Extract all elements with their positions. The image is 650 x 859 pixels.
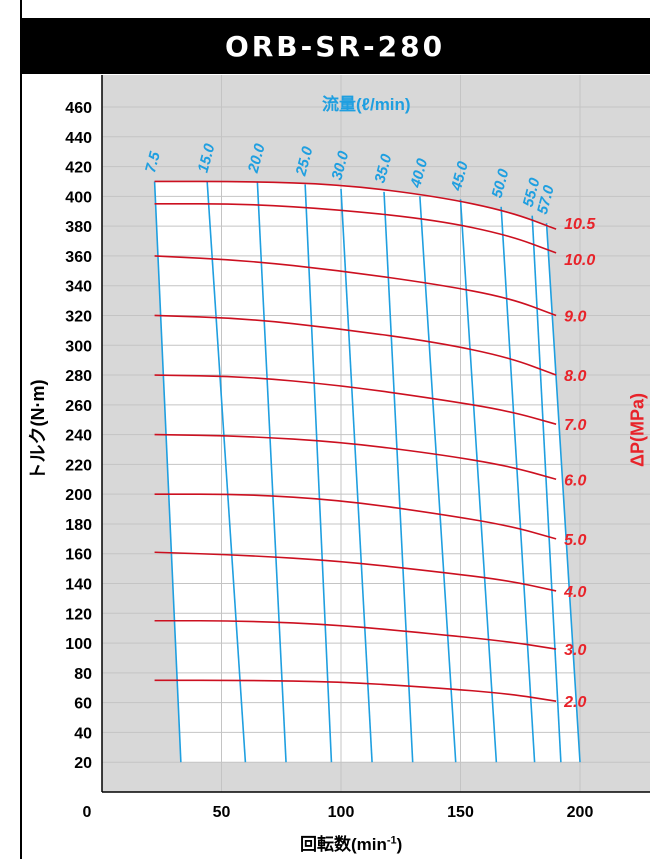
pressure-line — [154, 374, 557, 425]
pressure-line — [154, 619, 557, 650]
y-axis-label: トルク(N·m) — [28, 379, 48, 481]
y-tick-label: 320 — [65, 308, 92, 325]
flow-axis-label: 流量(ℓ/min) — [322, 95, 411, 114]
pressure-line — [154, 314, 557, 376]
pressure-label: 10.5 — [564, 216, 596, 233]
pressure-label: 4.0 — [563, 584, 586, 601]
operating-region — [154, 181, 580, 763]
y-tick-label: 280 — [65, 368, 92, 385]
pressure-label: 10.0 — [564, 252, 595, 269]
chart-title: ORB-SR-280 — [20, 18, 650, 74]
x-axis-label-text: 回転数(min — [300, 835, 387, 854]
pressure-axis-label: ΔP(MPa) — [627, 393, 648, 467]
y-tick-label: 140 — [65, 577, 92, 594]
y-tick-label: 200 — [65, 487, 92, 504]
x-tick-label: 100 — [328, 804, 355, 821]
chart-frame — [20, 0, 650, 859]
x-axis-label: 回転数(min-1) — [300, 830, 402, 855]
y-tick-label: 340 — [65, 279, 92, 296]
x-tick-label: 150 — [447, 804, 474, 821]
y-tick-label: 300 — [65, 338, 92, 355]
y-tick-label: 380 — [65, 219, 92, 236]
pressure-line — [154, 255, 557, 317]
y-tick-label: 460 — [65, 100, 92, 117]
y-tick-label: 160 — [65, 547, 92, 564]
pressure-line — [154, 433, 557, 481]
y-tick-label: 120 — [65, 606, 92, 623]
y-tick-label: 400 — [65, 189, 92, 206]
pressure-label: 7.0 — [564, 417, 586, 434]
flow-line — [383, 191, 414, 763]
y-tick-label: 260 — [65, 398, 92, 415]
flow-line — [256, 181, 287, 763]
y-tick-label: 40 — [74, 725, 92, 742]
pressure-line — [154, 493, 557, 540]
y-tick-label: 420 — [65, 160, 92, 177]
x-tick-label: 0 — [83, 804, 92, 821]
flow-line — [459, 199, 498, 763]
y-tick-label: 180 — [65, 517, 92, 534]
pressure-line — [154, 202, 557, 254]
pressure-label: 9.0 — [564, 308, 586, 325]
pressure-label: 8.0 — [564, 368, 586, 385]
flow-line — [153, 181, 182, 763]
flow-line — [340, 188, 373, 763]
flow-line — [545, 223, 581, 763]
y-tick-label: 80 — [74, 666, 92, 683]
flow-label: 7.5 — [142, 149, 164, 174]
pressure-label: 6.0 — [564, 472, 586, 489]
y-tick-label: 100 — [65, 636, 92, 653]
y-tick-label: 60 — [74, 696, 92, 713]
flow-line — [531, 215, 562, 763]
pressure-label: 5.0 — [564, 532, 586, 549]
pressure-line — [154, 180, 557, 230]
y-tick-label: 240 — [65, 428, 92, 445]
x-tick-label: 50 — [213, 804, 231, 821]
y-tick-label: 20 — [74, 755, 92, 772]
flow-line — [206, 181, 247, 763]
pressure-label: 2.0 — [563, 694, 586, 711]
pressure-line — [154, 551, 557, 592]
pressure-label: 3.0 — [564, 642, 586, 659]
y-tick-label: 360 — [65, 249, 92, 266]
pressure-line — [154, 679, 557, 702]
y-tick-label: 440 — [65, 130, 92, 147]
y-tick-label: 220 — [65, 457, 92, 474]
flow-line — [304, 184, 333, 763]
x-axis-label-sup: -1 — [386, 834, 397, 847]
x-tick-label: 200 — [567, 804, 594, 821]
x-axis-label-end: ) — [396, 835, 403, 854]
flow-line — [419, 196, 457, 763]
